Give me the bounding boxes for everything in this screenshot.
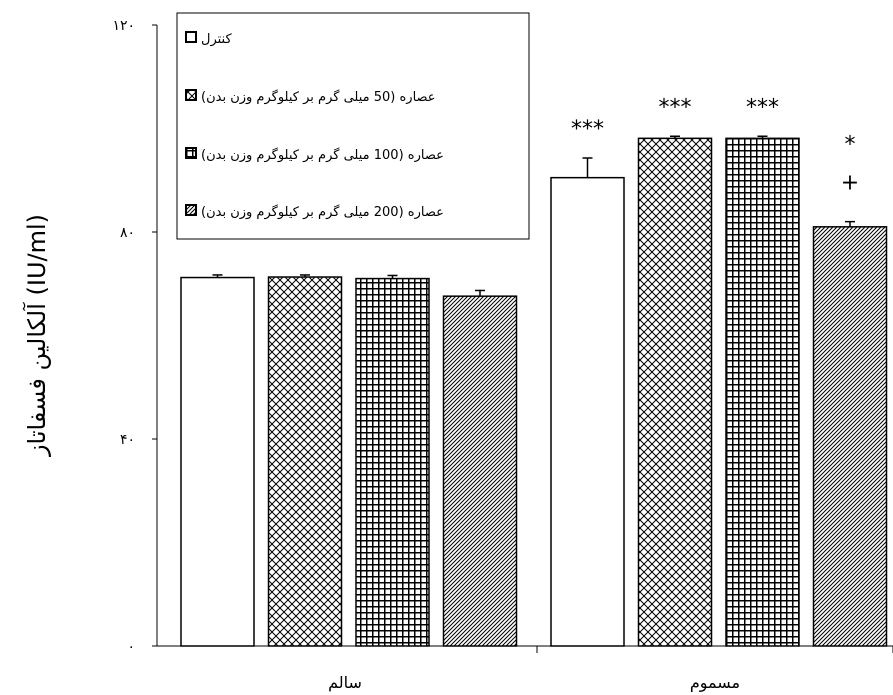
legend-label: عصاره (100 میلی گرم بر کیلوگرم وزن بدن) <box>201 147 444 163</box>
legend-swatch <box>185 31 197 43</box>
y-axis-label: آلکالین فسفاتاز (IU/ml) <box>22 214 51 457</box>
bar <box>637 137 713 647</box>
bar <box>550 176 625 647</box>
y-tick-label: ۰ <box>127 639 135 655</box>
significance-annotation: *** <box>659 95 692 120</box>
y-tick-label: ۴۰ <box>120 432 135 448</box>
legend-label: عصاره (200 میلی گرم بر کیلوگرم وزن بدن) <box>201 204 444 220</box>
y-tick-label: ۱۲۰ <box>112 18 135 34</box>
x-tick-label: سالم <box>328 673 362 692</box>
x-tick-label: مسموم <box>690 673 740 693</box>
y-ticks: ۰ ۴۰ ۸۰ ۱۲۰ <box>112 18 157 655</box>
significance-annotation: *** <box>746 95 779 120</box>
bars <box>180 135 888 647</box>
legend-box <box>176 12 530 240</box>
significance-annotation: * + <box>841 133 859 196</box>
legend-label: عصاره (50 میلی گرم بر کیلوگرم وزن بدن) <box>201 89 436 105</box>
legend: کنترل عصاره (50 میلی گرم بر کیلوگرم وزن ب… <box>176 12 530 240</box>
x-ticks: سالم مسموم <box>328 646 893 693</box>
bar <box>355 277 430 647</box>
y-tick-label: ۸۰ <box>120 225 135 241</box>
legend-label: کنترل <box>201 32 232 47</box>
legend-swatch <box>185 89 197 101</box>
bar <box>812 226 888 647</box>
bar <box>180 276 255 647</box>
bar <box>725 137 800 647</box>
bar <box>442 295 518 647</box>
legend-swatch <box>185 147 197 159</box>
annotations: *** *** *** * + <box>571 95 859 195</box>
legend-swatch <box>185 204 197 216</box>
bar <box>267 276 343 647</box>
significance-annotation: *** <box>571 117 604 142</box>
